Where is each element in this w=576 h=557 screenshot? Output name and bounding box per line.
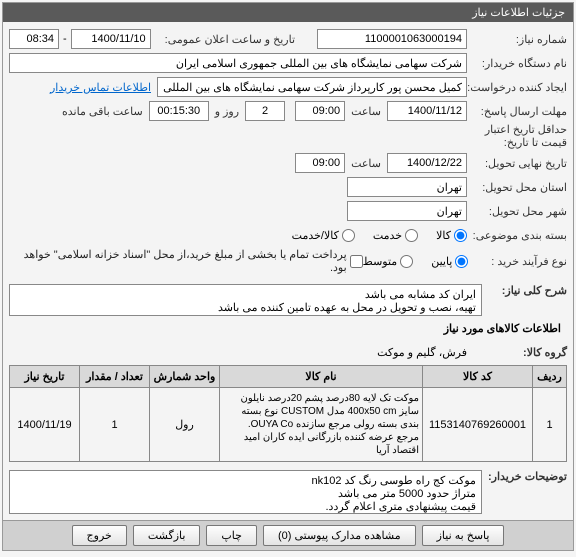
label-purchase-type: نوع فرآیند خرید : xyxy=(468,255,567,268)
field-request-creator[interactable] xyxy=(157,77,467,97)
label-desc: شرح کلی نیاز: xyxy=(482,284,567,297)
radio-service[interactable]: خدمت xyxy=(373,229,418,242)
field-time-left[interactable] xyxy=(149,101,209,121)
th-qty: تعداد / مقدار xyxy=(80,366,150,388)
label-subject-pack: بسته بندی موضوعی: xyxy=(467,229,567,242)
label-request-no: شماره نیاز: xyxy=(467,33,567,46)
radio-low[interactable]: پایین xyxy=(431,255,468,268)
field-state[interactable] xyxy=(347,177,467,197)
th-row: ردیف xyxy=(533,366,567,388)
label-day-and: روز و xyxy=(209,105,245,118)
print-button[interactable]: چاپ xyxy=(206,525,257,546)
th-code: کد کالا xyxy=(423,366,533,388)
th-date: تاریخ نیاز xyxy=(10,366,80,388)
field-buyer-notes[interactable] xyxy=(9,470,482,514)
subject-radio-group: کالا خدمت کالا/خدمت xyxy=(292,229,467,242)
field-city[interactable] xyxy=(347,201,467,221)
label-buyer-notes: توضیحات خریدار: xyxy=(482,470,567,483)
table-row[interactable]: 11153140769260001موکت تک لایه 80درصد پشم… xyxy=(10,388,567,462)
payment-note-check[interactable]: پرداخت تمام یا بخشی از مبلغ خرید،از محل … xyxy=(9,248,363,274)
label-delivery-city: شهر محل تحویل: xyxy=(467,205,567,218)
label-time2: ساعت xyxy=(345,157,387,170)
value-goods-group: فرش، گلیم و موکت xyxy=(377,346,467,359)
form-body: شماره نیاز: تاریخ و ساعت اعلان عمومی: - … xyxy=(3,22,573,520)
field-delivery-time[interactable] xyxy=(295,153,345,173)
label-reply-deadline: مهلت ارسال پاسخ: xyxy=(467,105,567,118)
section-items-info: اطلاعات کالاهای مورد نیاز xyxy=(9,318,567,339)
th-unit: واحد شمارش xyxy=(150,366,220,388)
label-delivery-state: استان محل تحویل: xyxy=(467,181,567,194)
label-public-date: تاریخ و ساعت اعلان عمومی: xyxy=(161,33,295,46)
field-reply-time[interactable] xyxy=(295,101,345,121)
field-desc[interactable] xyxy=(9,284,482,316)
footer-bar: پاسخ به نیاز مشاهده مدارک پیوستی (0) چاپ… xyxy=(3,520,573,550)
label-remaining: ساعت باقی مانده xyxy=(58,105,149,118)
label-request-creator: ایجاد کننده درخواست: xyxy=(467,81,567,94)
radio-both[interactable]: کالا/خدمت xyxy=(292,229,355,242)
label-buyer-org: نام دستگاه خریدار: xyxy=(467,57,567,70)
field-days-left[interactable] xyxy=(245,101,285,121)
exit-button[interactable]: خروج xyxy=(72,525,127,546)
label-delivery-date: تاریخ نهایی تحویل: xyxy=(467,157,567,170)
field-public-time[interactable] xyxy=(9,29,59,49)
radio-goods[interactable]: کالا xyxy=(436,229,467,242)
radio-mid[interactable]: متوسط xyxy=(363,255,414,268)
items-table: ردیف کد کالا نام کالا واحد شمارش تعداد /… xyxy=(9,365,567,462)
field-request-no[interactable] xyxy=(317,29,467,49)
reply-button[interactable]: پاسخ به نیاز xyxy=(422,525,505,546)
proc-radio-group: پایین متوسط xyxy=(363,255,469,268)
label-goods-group: گروه کالا: xyxy=(467,346,567,359)
field-buyer-org[interactable] xyxy=(9,53,467,73)
label-credit-valid: حداقل تاریخ اعتبار قیمت تا تاریخ: xyxy=(467,124,567,150)
field-delivery-date[interactable] xyxy=(387,153,467,173)
panel-title: جزئیات اطلاعات نیاز xyxy=(3,3,573,22)
label-time1: ساعت xyxy=(345,105,387,118)
field-reply-date[interactable] xyxy=(387,101,467,121)
attachments-button[interactable]: مشاهده مدارک پیوستی (0) xyxy=(263,525,416,546)
buyer-contact-link[interactable]: اطلاعات تماس خریدار xyxy=(50,81,151,94)
field-public-date[interactable] xyxy=(71,29,151,49)
back-button[interactable]: بازگشت xyxy=(133,525,201,546)
th-name: نام کالا xyxy=(220,366,423,388)
main-panel: جزئیات اطلاعات نیاز شماره نیاز: تاریخ و … xyxy=(2,2,574,551)
